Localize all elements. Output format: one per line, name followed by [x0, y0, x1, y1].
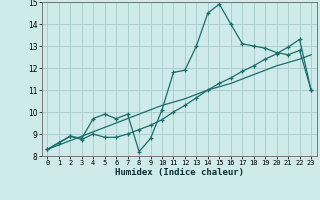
X-axis label: Humidex (Indice chaleur): Humidex (Indice chaleur): [115, 168, 244, 177]
